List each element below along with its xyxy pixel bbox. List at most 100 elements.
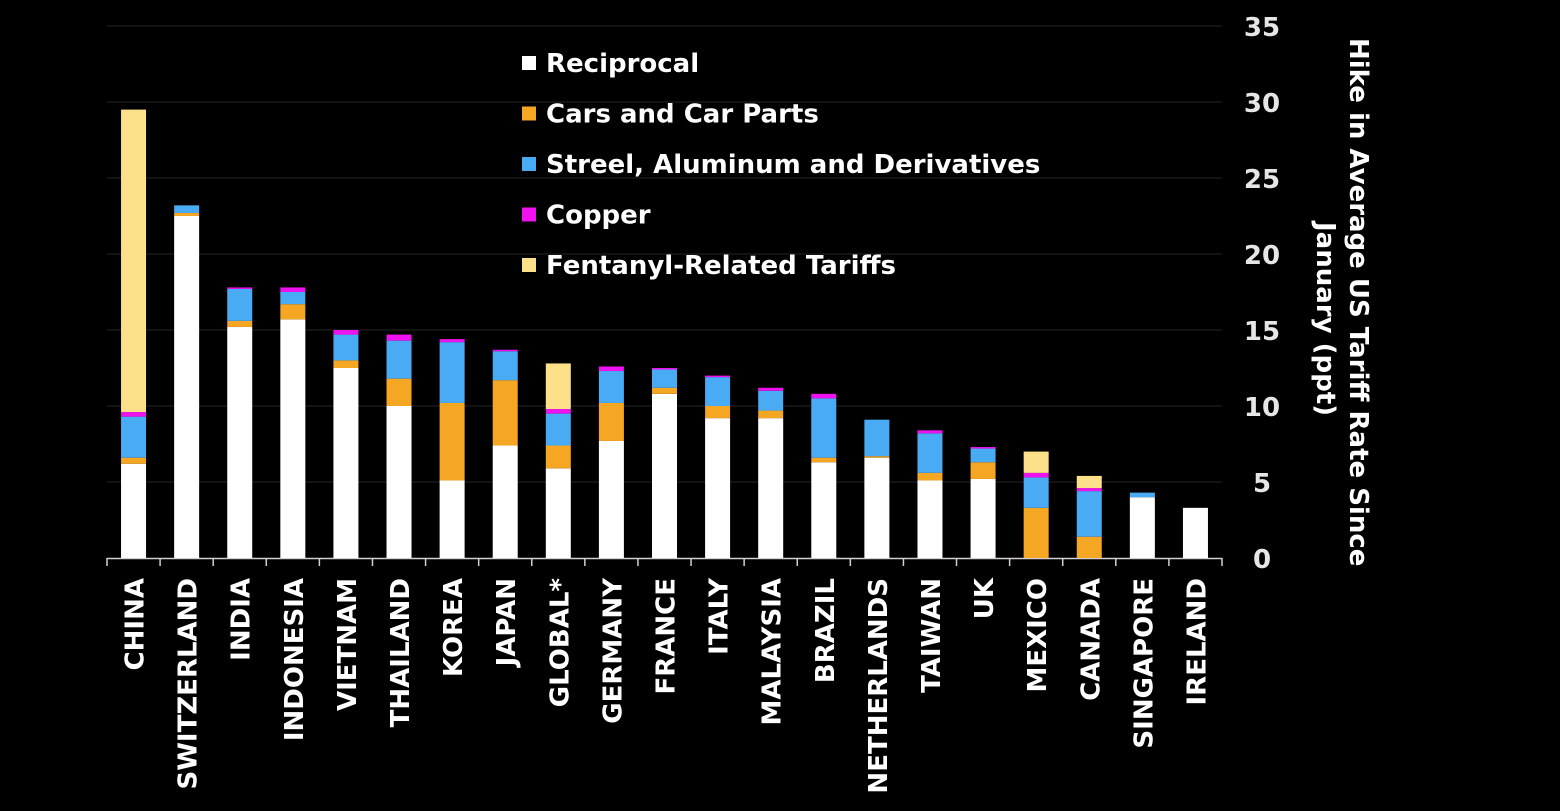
bar-segment-thailand-1: [386, 378, 412, 406]
bar-segment-france-1: [652, 387, 677, 394]
bar-segment-vietnam-3: [333, 330, 359, 335]
x-tick-label-netherlands: NETHERLANDS: [864, 578, 894, 794]
x-tick-label-thailand: THAILAND: [386, 578, 416, 727]
bar-segment-brazil-2: [811, 398, 837, 458]
x-tick-label-china: CHINA: [121, 578, 151, 670]
bar-segment-malaysia-2: [758, 390, 784, 411]
bar-segment-brazil-3: [811, 393, 837, 399]
y-tick-label-25: 25: [1244, 165, 1280, 195]
bar-segment-taiwan-1: [917, 472, 943, 481]
bar-segment-japan-0: [492, 445, 518, 558]
legend-label-4: Fentanyl-Related Tariffs: [546, 251, 896, 281]
y-tick-label-20: 20: [1244, 241, 1280, 271]
legend-label-3: Copper: [546, 201, 651, 231]
bar-segment-china-4: [121, 109, 147, 413]
bar-segment-germany-3: [598, 366, 624, 372]
x-tick-label-indonesia: INDONESIA: [280, 578, 310, 741]
legend-swatch-4: [522, 258, 536, 272]
bar-segment-brazil-1: [811, 457, 837, 463]
bar-segment-vietnam-0: [333, 368, 359, 558]
bar-segment-canada-3: [1076, 488, 1102, 492]
y-tick-label-0: 0: [1253, 545, 1271, 575]
y-axis-title-line-1: Hike in Average US Tariff Rate Since: [1343, 38, 1373, 566]
bar-segment-china-3: [121, 412, 147, 417]
x-tick-label-france: FRANCE: [652, 578, 682, 695]
bar-segment-indonesia-3: [280, 287, 306, 292]
bar-segment-canada-1: [1076, 536, 1102, 558]
legend-swatch-3: [522, 207, 536, 222]
bar-segment-brazil-0: [811, 462, 837, 558]
bar-segment-india-3: [227, 287, 253, 289]
legend-swatch-1: [522, 106, 536, 121]
bar-segment-italy-3: [705, 375, 731, 378]
y-tick-label-15: 15: [1244, 317, 1280, 347]
bar-segment-france-3: [652, 368, 677, 370]
bar-segment-switzerland-1: [174, 212, 200, 216]
bar-segment-vietnam-1: [333, 360, 359, 368]
bar-segment-france-2: [652, 369, 677, 388]
bar-segment-italy-2: [705, 377, 731, 406]
x-tick-label-singapore: SINGAPORE: [1129, 578, 1159, 749]
bar-segment-korea-0: [439, 480, 465, 558]
legend-swatch-0: [522, 56, 536, 70]
bar-segment-singapore-0: [1129, 497, 1155, 558]
bar-segment-korea-2: [439, 342, 465, 403]
bar-segment-germany-2: [598, 371, 624, 403]
bar-segment-malaysia-1: [758, 410, 784, 419]
bar-segment-global-0: [545, 468, 571, 558]
bar-segment-canada-4: [1076, 475, 1102, 489]
bar-segment-china-0: [121, 463, 147, 558]
bar-segment-uk-2: [970, 448, 996, 463]
bar-segment-mexico-1: [1023, 507, 1049, 558]
bar-segment-netherlands-0: [864, 457, 890, 558]
bar-segment-thailand-3: [386, 334, 412, 341]
x-tick-label-switzerland: SWITZERLAND: [174, 578, 204, 789]
x-tick-label-korea: KOREA: [439, 578, 469, 677]
bar-segment-indonesia-0: [280, 319, 306, 558]
bar-segment-thailand-0: [386, 406, 412, 558]
bar-segment-taiwan-3: [917, 430, 943, 434]
bar-segment-malaysia-0: [758, 418, 784, 558]
bar-segment-korea-3: [439, 339, 465, 343]
bar-segment-japan-3: [492, 349, 518, 352]
bar-segment-japan-2: [492, 351, 518, 381]
y-tick-label-5: 5: [1253, 469, 1271, 499]
bar-segment-japan-1: [492, 380, 518, 446]
bar-segment-vietnam-2: [333, 334, 359, 361]
y-tick-label-10: 10: [1244, 393, 1280, 423]
bar-segment-india-0: [227, 326, 253, 558]
bar-segment-taiwan-2: [917, 433, 943, 473]
bar-segment-france-0: [652, 393, 677, 558]
x-tick-label-global: GLOBAL*: [545, 578, 575, 708]
bar-segment-thailand-2: [386, 340, 412, 379]
bar-segment-singapore-2: [1129, 492, 1155, 498]
x-tick-label-india: INDIA: [227, 578, 257, 661]
bar-segment-uk-0: [970, 478, 996, 558]
x-tick-label-ireland: IRELAND: [1182, 578, 1212, 706]
x-tick-label-malaysia: MALAYSIA: [758, 578, 788, 726]
bar-segment-netherlands-1: [864, 456, 890, 458]
bar-segment-global-1: [545, 445, 571, 469]
bar-segment-italy-1: [705, 406, 731, 419]
x-tick-label-brazil: BRAZIL: [811, 578, 841, 683]
bar-segment-germany-1: [598, 402, 624, 441]
bar-segment-korea-1: [439, 402, 465, 481]
x-tick-label-mexico: MEXICO: [1023, 578, 1053, 693]
x-tick-label-taiwan: TAIWAN: [917, 578, 947, 693]
bar-segment-taiwan-0: [917, 480, 943, 558]
bar-segment-canada-2: [1076, 491, 1102, 537]
bar-segment-global-2: [545, 413, 571, 446]
x-tick-label-canada: CANADA: [1076, 578, 1106, 701]
bar-segment-malaysia-3: [758, 387, 784, 391]
bar-segment-global-4: [545, 363, 571, 410]
bar-segment-india-2: [227, 288, 253, 321]
legend-label-0: Reciprocal: [546, 49, 699, 79]
bar-segment-indonesia-1: [280, 304, 306, 320]
legend-label-1: Cars and Car Parts: [546, 100, 819, 130]
y-tick-label-30: 30: [1244, 89, 1280, 119]
legend-label-2: Streel, Aluminum and Derivatives: [546, 150, 1040, 180]
bar-segment-mexico-3: [1023, 472, 1049, 478]
legend-swatch-2: [522, 157, 536, 171]
